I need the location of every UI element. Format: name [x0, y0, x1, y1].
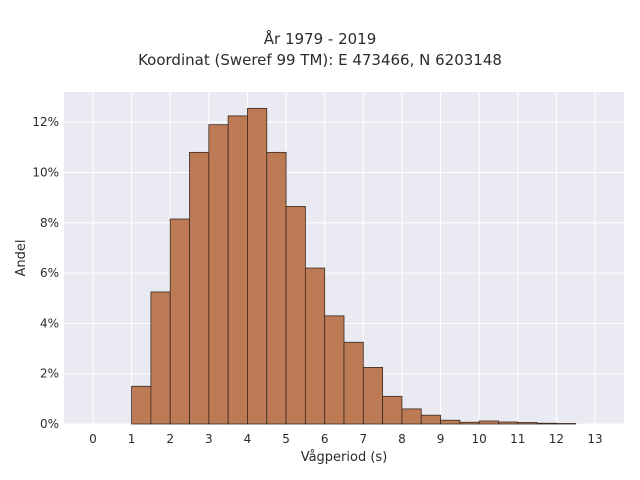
x-tick-label: 1 [128, 432, 136, 446]
histogram-bar [478, 420, 499, 425]
x-tick-label: 13 [587, 432, 602, 446]
y-axis-label: Andel [14, 240, 29, 277]
histogram-bar [169, 218, 190, 425]
histogram-bar [382, 395, 403, 425]
x-tick-label: 9 [437, 432, 445, 446]
histogram-bar [324, 315, 345, 425]
x-tick-label: 0 [89, 432, 97, 446]
x-tick-label: 2 [166, 432, 174, 446]
x-tick-label: 6 [321, 432, 329, 446]
histogram-bar [498, 421, 519, 425]
histogram-bar [556, 423, 577, 425]
histogram-bar [304, 267, 326, 425]
x-tick-label: 12 [549, 432, 564, 446]
y-tick-label: 0% [40, 417, 59, 431]
histogram-bar [189, 151, 210, 425]
x-tick-label: 4 [244, 432, 252, 446]
y-tick-label: 10% [32, 165, 59, 179]
x-tick-label: 7 [359, 432, 367, 446]
histogram-bar [362, 367, 384, 425]
y-tick-label: 2% [40, 367, 59, 381]
y-tick-label: 8% [40, 216, 59, 230]
histogram-bar [150, 291, 171, 425]
histogram-bar [266, 151, 287, 425]
histogram-bar [247, 107, 268, 425]
x-tick-label: 3 [205, 432, 213, 446]
y-axis-ticks: 0% 2% 4% 6% 8% 10% 12% [32, 115, 59, 431]
histogram-bar [536, 422, 557, 425]
histogram-bar [459, 421, 480, 425]
histogram-bar [208, 124, 229, 425]
y-tick-label: 4% [40, 316, 59, 330]
chart-subtitle: Koordinat (Sweref 99 TM): E 473466, N 62… [138, 51, 502, 69]
histogram-bar [227, 115, 248, 425]
x-axis-ticks: 0 1 2 3 4 5 6 7 8 9 10 11 12 13 [89, 432, 603, 446]
histogram-bar [517, 422, 538, 425]
x-axis-label: Vågperiod (s) [301, 450, 388, 465]
histogram-bar [440, 419, 461, 425]
x-tick-label: 11 [510, 432, 525, 446]
x-tick-label: 5 [282, 432, 290, 446]
histogram-bar [343, 341, 364, 425]
histogram-bar [131, 385, 152, 425]
x-tick-label: 10 [472, 432, 487, 446]
histogram-bar [401, 408, 422, 425]
histogram-bars [131, 107, 577, 425]
histogram-bar [285, 206, 306, 425]
chart-title: År 1979 - 2019 [263, 30, 377, 48]
histogram-bar [420, 414, 441, 425]
y-tick-label: 6% [40, 266, 59, 280]
y-tick-label: 12% [32, 115, 59, 129]
x-tick-label: 8 [398, 432, 406, 446]
